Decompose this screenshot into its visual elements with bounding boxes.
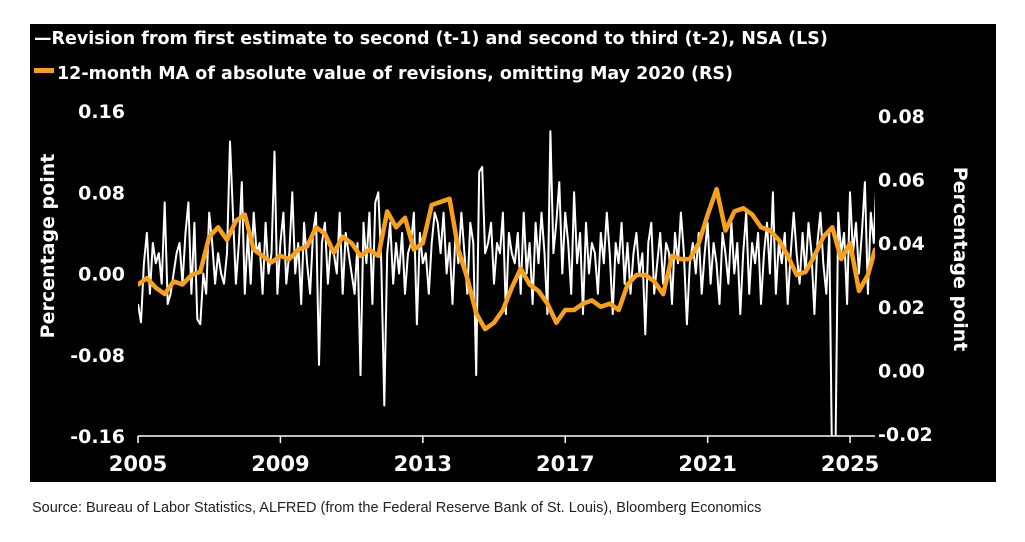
right-axis-ticks: 0.08 0.06 0.04 0.02 0.00 -0.02 [878, 106, 933, 446]
legend-swatch-ma [34, 68, 54, 73]
left-tick-label: -0.16 [70, 426, 125, 448]
left-tick-label: 0.00 [78, 264, 125, 286]
right-axis-label: Percentage point [949, 167, 971, 352]
left-tick-label: 0.08 [78, 182, 125, 204]
source-note: Source: Bureau of Labor Statistics, ALFR… [32, 500, 762, 516]
x-tick-label: 2009 [251, 452, 309, 476]
x-tick-label: 2017 [536, 452, 594, 476]
x-tick-label: 2025 [821, 452, 879, 476]
left-axis-ticks: 0.16 0.08 0.00 -0.08 -0.16 [70, 101, 125, 448]
series-line-revision [138, 130, 875, 436]
right-tick-label: 0.04 [878, 233, 925, 255]
x-axis-ticks: 2005 2009 2013 2017 2021 2025 [109, 436, 879, 476]
x-tick-label: 2021 [678, 452, 736, 476]
plot-series-group [138, 130, 875, 436]
series-line-ma [138, 186, 875, 332]
x-tick-label: 2005 [109, 452, 167, 476]
chart-panel: —Revision from first estimate to second … [30, 24, 996, 482]
left-axis-label: Percentage point [37, 154, 59, 339]
right-tick-label: 0.06 [878, 170, 925, 192]
legend-label-revision: —Revision from first estimate to second … [34, 29, 828, 49]
revision-chart: —Revision from first estimate to second … [34, 29, 971, 476]
right-tick-label: 0.08 [878, 106, 925, 128]
right-tick-label: -0.02 [878, 424, 933, 446]
legend: —Revision from first estimate to second … [34, 29, 828, 84]
plot-area [138, 130, 875, 436]
right-tick-label: 0.02 [878, 297, 925, 319]
left-tick-label: -0.08 [70, 345, 125, 367]
legend-label-ma: 12-month MA of absolute value of revisio… [57, 64, 733, 84]
left-tick-label: 0.16 [78, 101, 125, 123]
right-tick-label: 0.00 [878, 360, 925, 382]
x-tick-label: 2013 [394, 452, 452, 476]
